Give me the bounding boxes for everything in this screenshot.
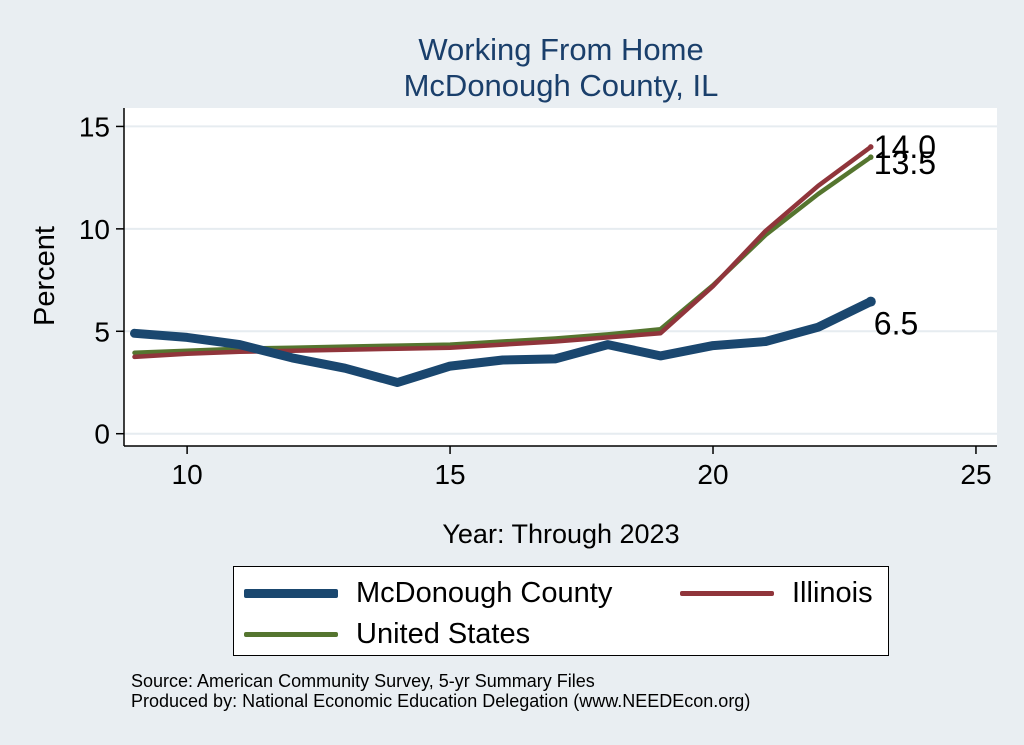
chart-title: Working From Home — [418, 32, 703, 67]
x-tick-label: 20 — [697, 459, 728, 490]
source-note: Source: American Community Survey, 5-yr … — [131, 671, 750, 711]
y-tick-label: 10 — [79, 214, 110, 245]
end-labels: 6.5 14.013.5 — [874, 129, 936, 342]
legend-swatch-united-states — [244, 632, 338, 637]
legend: McDonough County Illinois United States — [233, 566, 889, 656]
legend-label-mcdonough: McDonough County — [356, 577, 613, 609]
chart-subtitle: McDonough County, IL — [404, 68, 719, 103]
producer-line: Produced by: National Economic Education… — [131, 691, 751, 711]
source-line: Source: American Community Survey, 5-yr … — [131, 671, 595, 691]
gridlines — [124, 125, 997, 435]
x-axis-label: Year: Through 2023 — [442, 519, 679, 549]
axes: 0 5 10 15 10 15 20 25 — [79, 108, 997, 490]
y-tick-label: 15 — [79, 111, 110, 142]
end-label: 13.5 — [874, 145, 936, 181]
x-tick-label: 10 — [172, 459, 203, 490]
series-lines — [130, 144, 876, 387]
y-tick-label: 5 — [94, 316, 110, 347]
end-point-marker — [868, 154, 874, 160]
legend-swatch-mcdonough — [244, 589, 338, 598]
x-tick-label: 25 — [960, 459, 991, 490]
series-line — [130, 297, 876, 387]
plot-area — [124, 108, 997, 446]
legend-label-united-states: United States — [356, 618, 531, 650]
legend-item-united-states: United States — [244, 618, 530, 651]
chart-canvas: Working From Home McDonough County, IL 0… — [29, 32, 997, 549]
y-axis-label: Percent — [29, 226, 61, 326]
end-label: 6.5 — [874, 306, 918, 342]
end-label: 14.0 — [874, 129, 936, 165]
legend-item-illinois: Illinois — [680, 577, 873, 610]
end-point-marker — [865, 296, 876, 307]
legend-label-illinois: Illinois — [792, 577, 873, 609]
y-tick-label: 0 — [94, 419, 110, 450]
legend-item-mcdonough: McDonough County — [244, 577, 612, 610]
x-tick-label: 15 — [434, 459, 465, 490]
end-point-marker — [868, 144, 874, 150]
legend-swatch-illinois — [680, 591, 774, 596]
